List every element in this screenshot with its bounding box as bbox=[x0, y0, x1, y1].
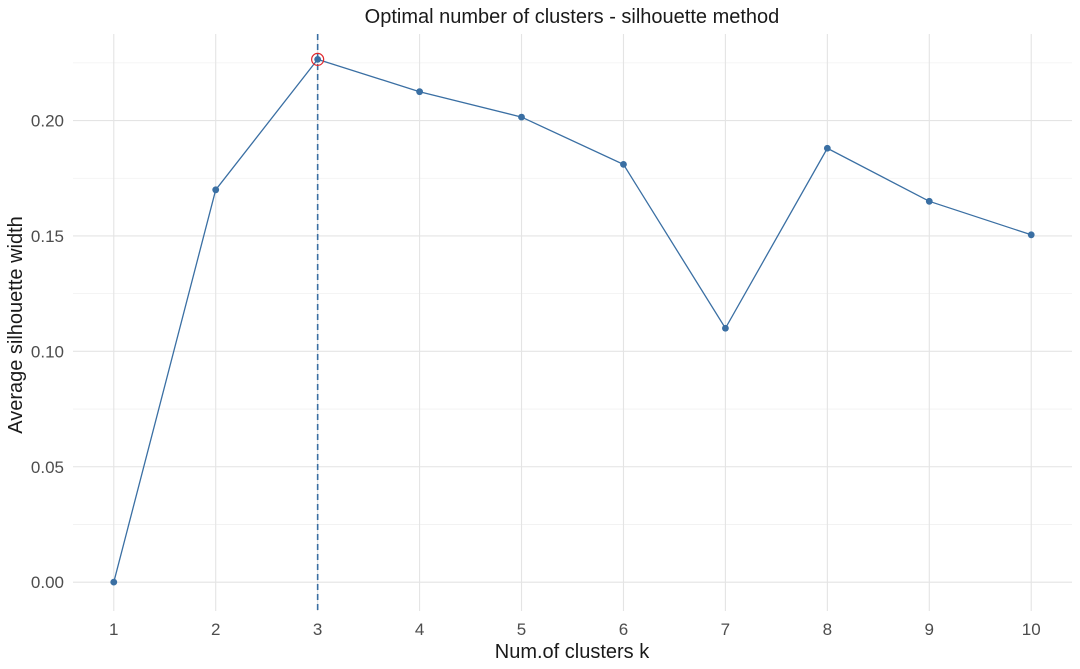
data-point bbox=[823, 144, 831, 152]
data-point bbox=[416, 88, 423, 96]
data-point bbox=[620, 161, 627, 168]
data-point bbox=[1027, 231, 1035, 239]
grid-layer bbox=[73, 34, 1072, 611]
chart-title: Optimal number of clusters - silhouette … bbox=[365, 6, 780, 28]
series-layer bbox=[110, 34, 1035, 611]
y-tick-label: 0.15 bbox=[31, 227, 64, 246]
data-point bbox=[722, 324, 729, 332]
y-tick-label: 0.10 bbox=[31, 342, 64, 361]
x-tick-label: 8 bbox=[823, 620, 832, 639]
data-point bbox=[925, 197, 933, 205]
y-tick-label: 0.05 bbox=[31, 458, 64, 477]
data-point bbox=[314, 55, 322, 63]
y-tick-label: 0.00 bbox=[31, 573, 64, 592]
x-tick-label: 6 bbox=[619, 620, 628, 639]
x-tick-label: 4 bbox=[415, 620, 424, 639]
x-tick-label: 10 bbox=[1022, 620, 1041, 639]
data-point bbox=[212, 186, 220, 194]
data-point bbox=[518, 113, 525, 121]
x-tick-label: 9 bbox=[925, 620, 934, 639]
y-tick-label: 0.20 bbox=[31, 112, 64, 131]
data-point bbox=[110, 578, 118, 586]
x-axis-title: Num.of clusters k bbox=[495, 641, 650, 663]
series-line bbox=[113, 58, 1032, 583]
optimal-point-marker bbox=[311, 52, 325, 66]
y-axis-title: Average silhouette width bbox=[5, 216, 27, 434]
x-tick-label: 3 bbox=[313, 620, 322, 639]
y-tick-labels: 0.00 0.05 0.10 0.15 0.20 bbox=[31, 112, 64, 593]
x-tick-label: 5 bbox=[517, 620, 526, 639]
x-tick-label: 1 bbox=[109, 620, 118, 639]
x-tick-labels: 1 2 3 4 5 6 7 8 9 10 bbox=[109, 620, 1041, 639]
x-tick-label: 7 bbox=[721, 620, 730, 639]
x-tick-label: 2 bbox=[211, 620, 220, 639]
